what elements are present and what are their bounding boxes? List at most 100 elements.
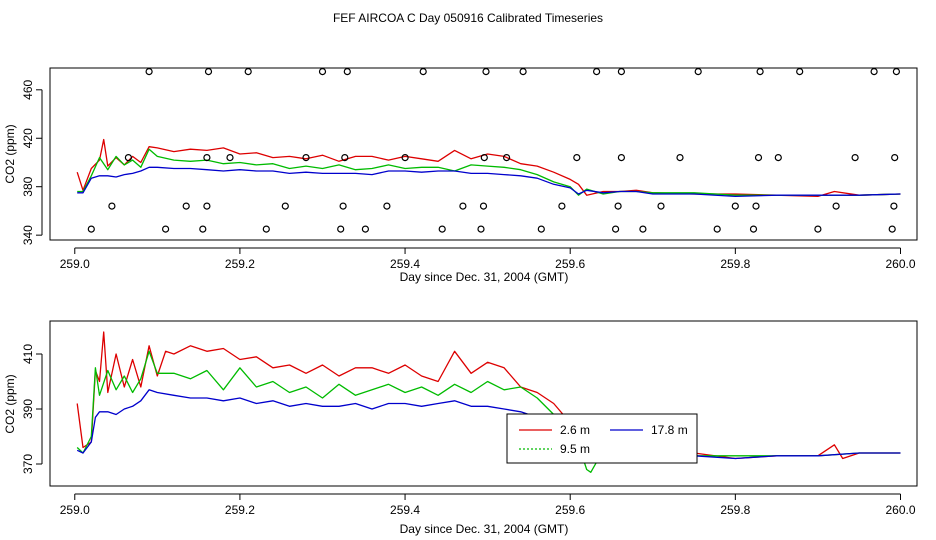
top-y-tick-label: 420 bbox=[21, 128, 35, 148]
top-calibration-point bbox=[318, 67, 327, 76]
top-calibration-point bbox=[182, 202, 190, 210]
top-calibration-point bbox=[832, 202, 840, 210]
bottom-x-tick-label: 259.8 bbox=[720, 503, 750, 517]
top-panel: 259.0 259.2 259.4 259.6 259.8 260.0 340 380 420 4… bbox=[3, 67, 918, 284]
top-calibration-point bbox=[756, 67, 764, 76]
top-calibration-point bbox=[503, 154, 511, 162]
top-calibration-point bbox=[573, 154, 581, 162]
top-calibration-point bbox=[796, 67, 804, 76]
top-y-axis-label: CO2 (ppm) bbox=[3, 124, 17, 183]
top-calibration-point bbox=[617, 67, 626, 76]
top-calibration-point bbox=[888, 225, 896, 233]
top-series-line-2-6-m bbox=[76, 138, 901, 198]
top-calibration-point bbox=[383, 202, 391, 210]
top-calibration-point bbox=[774, 154, 782, 162]
legend-label-9-5m: 9.5 m bbox=[560, 442, 590, 456]
legend: 2.6 m 9.5 m 17.8 m bbox=[506, 413, 698, 464]
top-tick-group: 259.0 259.2 259.4 259.6 259.8 260.0 340 380 420 4… bbox=[21, 79, 916, 271]
top-calibration-point bbox=[752, 202, 760, 210]
top-calibration-point bbox=[851, 154, 859, 162]
top-x-tick-label: 259.0 bbox=[60, 257, 90, 271]
bottom-series-group bbox=[76, 331, 901, 473]
top-calibration-point bbox=[477, 225, 485, 233]
top-calibration-point bbox=[890, 202, 898, 210]
top-calibration-point bbox=[713, 225, 721, 233]
top-calibration-point bbox=[814, 225, 822, 233]
top-calibration-point bbox=[676, 154, 684, 162]
legend-label-2-6m: 2.6 m bbox=[560, 423, 590, 437]
top-calibration-point bbox=[639, 225, 647, 233]
legend-label-17-8m: 17.8 m bbox=[651, 423, 688, 437]
top-calibration-point bbox=[479, 202, 488, 210]
top-calibration-point bbox=[108, 202, 116, 210]
top-calibration-point bbox=[419, 67, 427, 76]
top-x-tick-label: 259.6 bbox=[555, 257, 585, 271]
top-calibration-point bbox=[226, 154, 234, 162]
top-calibration-point bbox=[480, 154, 488, 162]
top-series-line-17-8-m bbox=[77, 166, 901, 198]
top-calibration-point bbox=[694, 67, 702, 76]
top-calibration-point bbox=[341, 154, 349, 162]
top-calibration-point bbox=[891, 154, 899, 162]
bottom-series-line-17-8-m bbox=[76, 389, 901, 462]
top-plot-frame bbox=[49, 67, 918, 241]
bottom-y-axis-label: CO2 (ppm) bbox=[3, 374, 17, 433]
bottom-y-tick-label: 370 bbox=[21, 454, 35, 474]
top-calibration-point bbox=[614, 202, 622, 210]
top-calibration-point bbox=[343, 67, 351, 76]
bottom-x-tick-label: 259.4 bbox=[390, 503, 420, 517]
bottom-x-axis-label: Day since Dec. 31, 2004 (GMT) bbox=[400, 522, 569, 536]
top-calibration-point bbox=[339, 202, 347, 210]
top-point-group bbox=[87, 67, 901, 233]
top-calibration-point bbox=[870, 67, 878, 76]
top-calibration-point bbox=[337, 225, 345, 233]
top-calibration-point bbox=[592, 67, 601, 76]
top-calibration-point bbox=[731, 202, 739, 210]
top-y-tick-label: 460 bbox=[21, 79, 35, 99]
top-series-group bbox=[76, 138, 901, 198]
bottom-y-tick-label: 410 bbox=[21, 344, 35, 364]
bottom-x-tick-label: 260.0 bbox=[885, 503, 915, 517]
top-calibration-point bbox=[204, 67, 213, 76]
bottom-x-tick-label: 259.0 bbox=[60, 503, 90, 517]
top-series-line-9-5-m bbox=[77, 148, 901, 196]
top-calibration-point bbox=[558, 202, 566, 210]
bottom-panel: 259.0 259.2 259.4 259.6 259.8 260.0370390410 … bbox=[3, 320, 918, 536]
top-x-axis-label: Day since Dec. 31, 2004 (GMT) bbox=[400, 270, 569, 284]
bottom-plot-frame bbox=[49, 320, 918, 487]
top-calibration-point bbox=[749, 225, 758, 233]
top-calibration-point bbox=[519, 67, 527, 76]
top-calibration-point bbox=[199, 225, 207, 233]
top-calibration-point bbox=[401, 154, 409, 162]
top-calibration-point bbox=[162, 225, 170, 233]
top-calibration-point bbox=[203, 154, 211, 162]
top-calibration-point bbox=[262, 225, 270, 233]
top-calibration-point bbox=[617, 154, 626, 162]
top-calibration-point bbox=[203, 202, 211, 210]
figure-title: FEF AIRCOA C Day 050916 Calibrated Times… bbox=[333, 11, 603, 25]
top-calibration-point bbox=[438, 225, 446, 233]
bottom-series-line-9-5-m bbox=[76, 350, 901, 473]
top-x-tick-label: 259.2 bbox=[225, 257, 255, 271]
top-x-tick-label: 259.4 bbox=[390, 257, 420, 271]
top-calibration-point bbox=[361, 225, 369, 233]
top-x-tick-label: 259.8 bbox=[720, 257, 750, 271]
bottom-x-tick-label: 259.6 bbox=[555, 503, 585, 517]
bottom-y-tick-label: 390 bbox=[21, 399, 35, 419]
top-calibration-point bbox=[657, 202, 665, 210]
bottom-series-line-2-6-m bbox=[76, 331, 901, 462]
top-y-tick-label: 340 bbox=[21, 225, 35, 245]
top-calibration-point bbox=[754, 154, 763, 162]
legend-box bbox=[506, 413, 698, 464]
top-calibration-point bbox=[281, 202, 289, 210]
top-calibration-point bbox=[87, 225, 95, 233]
top-calibration-point bbox=[482, 67, 490, 76]
top-calibration-point bbox=[302, 154, 310, 162]
top-calibration-point bbox=[145, 67, 153, 76]
top-y-tick-label: 380 bbox=[21, 176, 35, 196]
bottom-x-tick-label: 259.2 bbox=[225, 503, 255, 517]
top-calibration-point bbox=[244, 67, 252, 76]
top-calibration-point bbox=[124, 154, 132, 162]
